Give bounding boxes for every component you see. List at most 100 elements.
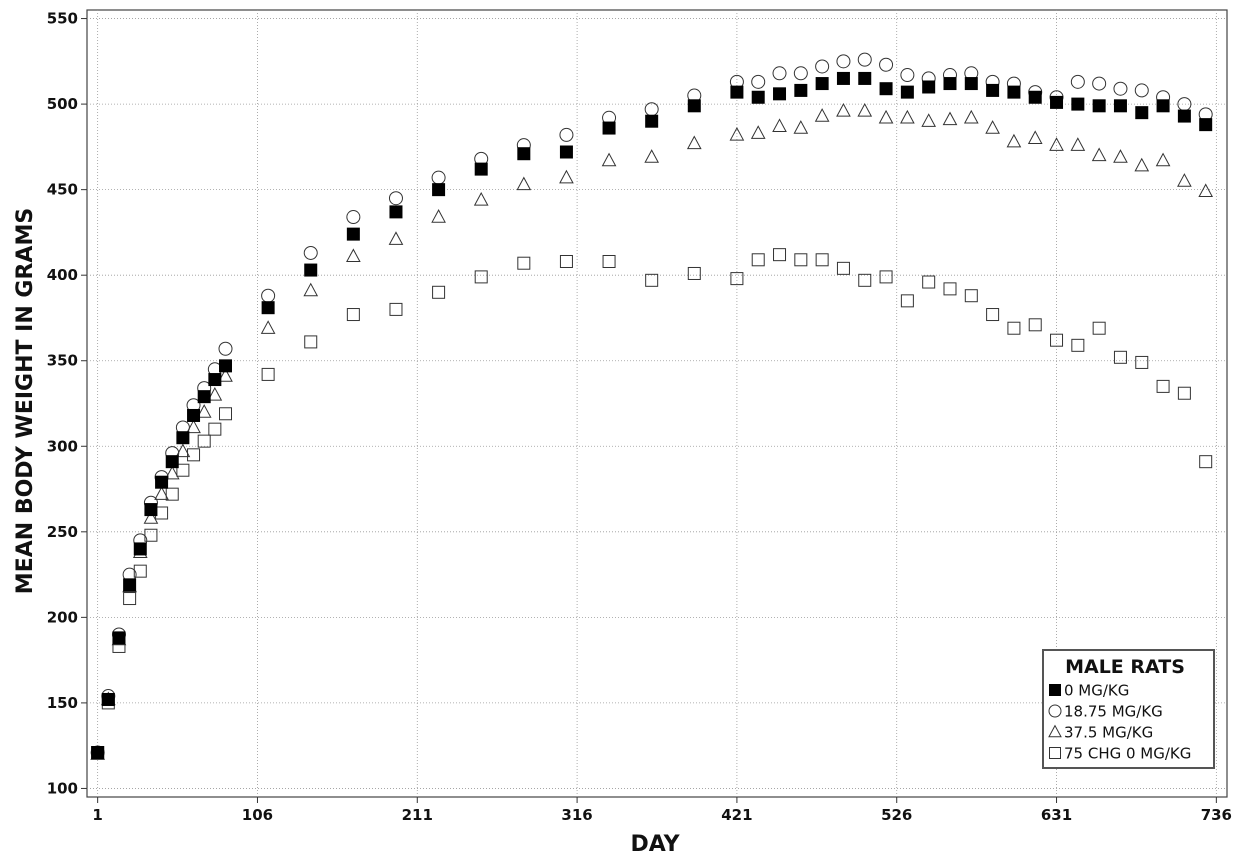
data-point-open-square xyxy=(773,248,787,262)
data-point-filled-square xyxy=(1177,109,1191,123)
data-point-open-triangle xyxy=(473,191,489,206)
data-point-open-square xyxy=(645,273,659,287)
data-point-filled-square xyxy=(815,77,829,91)
data-point-filled-square xyxy=(432,183,446,197)
x-tick-label: 526 xyxy=(881,806,912,824)
data-point-filled-square xyxy=(1199,118,1213,132)
data-point-open-triangle xyxy=(1113,149,1128,163)
x-tick-label: 106 xyxy=(242,806,273,824)
data-point-filled-square xyxy=(474,162,488,176)
series-open-square xyxy=(91,248,1213,760)
series-filled-square xyxy=(91,71,1213,760)
data-point-filled-square xyxy=(197,390,211,404)
data-point-open-square xyxy=(858,273,872,287)
data-point-filled-square xyxy=(858,71,872,85)
data-point-open-square xyxy=(879,270,893,284)
data-point-open-circle xyxy=(1070,74,1085,89)
data-point-open-triangle xyxy=(772,118,787,133)
data-point-open-square xyxy=(346,308,360,322)
data-point-filled-square xyxy=(751,90,765,104)
data-point-open-triangle xyxy=(303,282,319,297)
data-point-filled-square xyxy=(773,87,787,101)
legend-label: 75 CHG 0 MG/KG xyxy=(1064,745,1191,763)
data-point-filled-square xyxy=(1050,95,1064,109)
data-point-filled-square xyxy=(1113,99,1127,113)
data-point-open-triangle xyxy=(878,109,894,124)
x-tick-label: 211 xyxy=(402,806,433,824)
data-point-open-square xyxy=(751,253,765,267)
data-point-filled-square xyxy=(123,578,137,592)
data-point-open-triangle xyxy=(601,152,617,167)
data-point-filled-square xyxy=(879,82,893,96)
data-point-filled-square xyxy=(389,205,403,219)
y-tick-label: 300 xyxy=(47,437,78,455)
data-point-open-square xyxy=(1028,318,1042,332)
data-point-open-square xyxy=(389,302,403,316)
data-point-open-square xyxy=(815,253,829,267)
data-point-open-square xyxy=(1156,379,1170,393)
x-tick-label: 421 xyxy=(721,806,752,824)
data-point-open-square xyxy=(900,294,914,308)
data-point-open-square xyxy=(602,254,616,268)
data-markers xyxy=(90,52,1214,760)
data-point-open-triangle xyxy=(154,486,169,500)
data-point-open-circle xyxy=(1134,83,1149,98)
data-point-open-square xyxy=(517,256,531,270)
data-point-filled-square xyxy=(836,71,850,85)
x-tick-label: 1 xyxy=(92,806,102,824)
data-point-filled-square xyxy=(687,99,701,113)
data-point-open-circle xyxy=(1092,76,1107,91)
legend-marker-open-triangle xyxy=(1048,724,1062,738)
data-point-open-triangle xyxy=(750,125,766,139)
data-point-open-circle xyxy=(793,66,808,81)
data-point-filled-square xyxy=(986,83,1000,97)
data-point-open-triangle xyxy=(559,169,574,184)
data-point-open-square xyxy=(176,463,190,477)
legend-label: 37.5 MG/KG xyxy=(1064,724,1153,742)
data-point-open-triangle xyxy=(1049,137,1064,151)
x-tick-label: 316 xyxy=(561,806,592,824)
data-point-filled-square xyxy=(144,503,158,517)
data-point-filled-square xyxy=(730,85,744,99)
data-point-open-square xyxy=(432,285,446,299)
data-point-open-circle xyxy=(836,54,851,69)
data-point-open-square xyxy=(730,272,744,286)
data-point-open-square xyxy=(559,254,573,268)
data-point-open-triangle xyxy=(260,320,276,334)
data-point-filled-square xyxy=(346,227,360,241)
data-point-filled-square xyxy=(1156,99,1170,113)
data-point-open-circle xyxy=(1113,81,1128,96)
data-point-open-square xyxy=(687,266,701,280)
data-point-open-triangle xyxy=(1070,137,1086,151)
data-point-open-triangle xyxy=(921,113,937,127)
data-point-open-square xyxy=(197,434,211,448)
data-point-open-square xyxy=(1050,333,1064,347)
grid xyxy=(87,10,1227,797)
data-point-open-square xyxy=(304,335,318,349)
y-axis-title: MEAN BODY WEIGHT IN GRAMS xyxy=(13,208,38,594)
data-point-open-triangle xyxy=(729,126,745,141)
data-point-open-triangle xyxy=(985,120,1000,134)
data-point-open-triangle xyxy=(644,149,660,163)
data-point-open-circle xyxy=(388,191,403,206)
data-point-filled-square xyxy=(133,542,147,556)
data-point-filled-square xyxy=(602,121,616,135)
data-point-open-triangle xyxy=(1006,133,1022,148)
legend-items: 0 MG/KG 18.75 MG/KG 37.5 MG/KG 75 CHG 0 MG/… xyxy=(1048,682,1191,763)
data-point-filled-square xyxy=(559,145,573,159)
data-point-open-triangle xyxy=(686,135,702,150)
data-point-filled-square xyxy=(1007,85,1021,99)
data-point-filled-square xyxy=(794,83,808,97)
data-point-open-square xyxy=(1007,321,1021,335)
data-point-open-circle xyxy=(346,210,361,225)
data-point-filled-square xyxy=(1071,97,1085,111)
y-tick-label: 500 xyxy=(47,95,78,113)
data-point-open-square xyxy=(1199,455,1213,469)
data-point-open-triangle xyxy=(164,465,180,480)
y-tick-label: 450 xyxy=(47,181,78,199)
data-point-open-triangle xyxy=(175,443,191,458)
data-point-open-circle xyxy=(857,52,872,67)
data-point-open-square xyxy=(836,261,850,275)
